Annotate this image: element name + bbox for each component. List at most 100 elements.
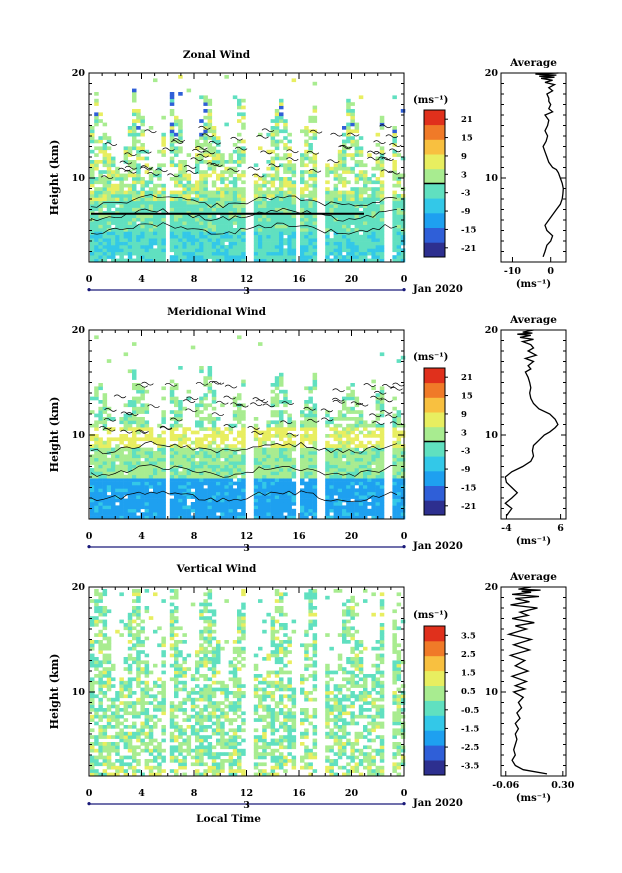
heatmap-cell <box>333 491 339 496</box>
heatmap-cell <box>102 646 108 651</box>
heatmap-cell <box>354 163 360 168</box>
heatmap-cell <box>182 183 187 188</box>
heatmap-cell <box>178 126 183 130</box>
heatmap-cell <box>342 396 347 401</box>
heatmap-cell <box>207 502 213 506</box>
heatmap-cell <box>186 238 192 242</box>
heatmap-cell <box>379 454 385 459</box>
heatmap-cell <box>174 417 179 421</box>
heatmap-cell <box>228 447 234 452</box>
contour-segment <box>162 147 175 152</box>
contour-segment <box>279 420 293 425</box>
heatmap-cell <box>270 251 276 256</box>
heatmap-cell <box>90 194 95 198</box>
heatmap-cell <box>132 461 137 465</box>
heatmap-cell <box>216 498 221 503</box>
heatmap-cell <box>283 228 288 232</box>
heatmap-cell <box>350 512 355 516</box>
heatmap-cell <box>98 251 103 256</box>
heatmap-cell <box>182 505 187 510</box>
heatmap-cell <box>396 457 402 462</box>
heatmap-cell <box>132 714 137 719</box>
heatmap-cell <box>127 653 133 658</box>
heatmap-cell <box>132 180 137 185</box>
heatmap-cell <box>375 238 381 242</box>
heatmap-cell <box>119 204 124 208</box>
heatmap-cell <box>253 207 259 212</box>
heatmap-cell <box>195 187 200 191</box>
heatmap-cell <box>283 430 288 435</box>
heatmap-cell <box>379 183 385 188</box>
heatmap-cell <box>375 427 381 431</box>
heatmap-cell <box>283 166 288 171</box>
heatmap-cell <box>237 491 242 496</box>
heatmap-cell <box>153 187 158 191</box>
heatmap-cell <box>266 258 271 263</box>
heatmap-cell <box>106 508 112 513</box>
heatmap-cell <box>363 512 368 516</box>
heatmap-cell <box>312 471 318 476</box>
heatmap-cell <box>312 512 318 516</box>
heatmap-cell <box>283 474 288 479</box>
contour-line <box>90 440 398 455</box>
heatmap-cell <box>98 691 103 695</box>
heatmap-cell <box>337 481 343 486</box>
heatmap-cell <box>211 207 217 212</box>
heatmap-cell <box>136 214 141 219</box>
heatmap-cell <box>94 755 99 760</box>
heatmap-cell <box>111 248 116 253</box>
heatmap-cell <box>161 457 166 462</box>
contour-segment <box>320 408 334 413</box>
heatmap-cell <box>148 769 154 773</box>
heatmap-cell <box>199 231 204 236</box>
heatmap-cell <box>98 149 103 154</box>
heatmap-cell <box>224 200 229 205</box>
heatmap-cell <box>216 173 221 178</box>
heatmap-cell <box>144 461 150 465</box>
heatmap-cell <box>182 481 187 486</box>
heatmap-cell <box>300 410 305 414</box>
heatmap-cell <box>346 417 351 421</box>
heatmap-cell <box>283 180 288 185</box>
heatmap-cell <box>144 725 150 729</box>
heatmap-cell <box>98 755 103 760</box>
heatmap-cell <box>136 389 141 394</box>
heatmap-cell <box>392 454 397 459</box>
heatmap-cell <box>140 183 145 188</box>
heatmap-cell <box>279 115 284 120</box>
contour-segment <box>144 129 157 134</box>
heatmap-cell <box>337 190 343 195</box>
heatmap-cell <box>379 228 385 232</box>
heatmap-cell <box>115 228 120 232</box>
heatmap-cell <box>400 488 406 493</box>
heatmap-cell <box>325 468 330 472</box>
heatmap-cell <box>253 423 259 428</box>
heatmap-cell <box>232 505 238 510</box>
heatmap-cell <box>115 454 120 459</box>
heatmap-cell <box>178 194 183 198</box>
heatmap-cell <box>178 149 183 154</box>
heatmap-cell <box>94 386 99 391</box>
heatmap-cell <box>270 389 276 394</box>
heatmap-cell <box>119 592 124 597</box>
heatmap-cell <box>178 221 183 225</box>
heatmap-cell <box>232 238 238 242</box>
contour-segment <box>164 382 178 387</box>
heatmap-cell <box>274 386 280 391</box>
heatmap-cell <box>115 447 120 452</box>
heatmap-cell <box>312 200 318 205</box>
heatmap-cell <box>342 214 347 219</box>
heatmap-cell <box>111 474 116 479</box>
heatmap-cell <box>342 434 347 438</box>
x-tick-label: 8 <box>191 274 198 285</box>
heatmap-cell <box>287 200 292 205</box>
heatmap-cell <box>140 691 145 695</box>
heatmap-cell <box>241 248 246 253</box>
heatmap-cell <box>90 132 95 137</box>
heatmap-cell <box>102 255 108 259</box>
heatmap-cell <box>291 420 297 425</box>
heatmap-cell <box>136 457 141 462</box>
heatmap-cell <box>115 238 120 242</box>
heatmap-cell <box>304 126 309 130</box>
heatmap-cell <box>157 238 162 242</box>
